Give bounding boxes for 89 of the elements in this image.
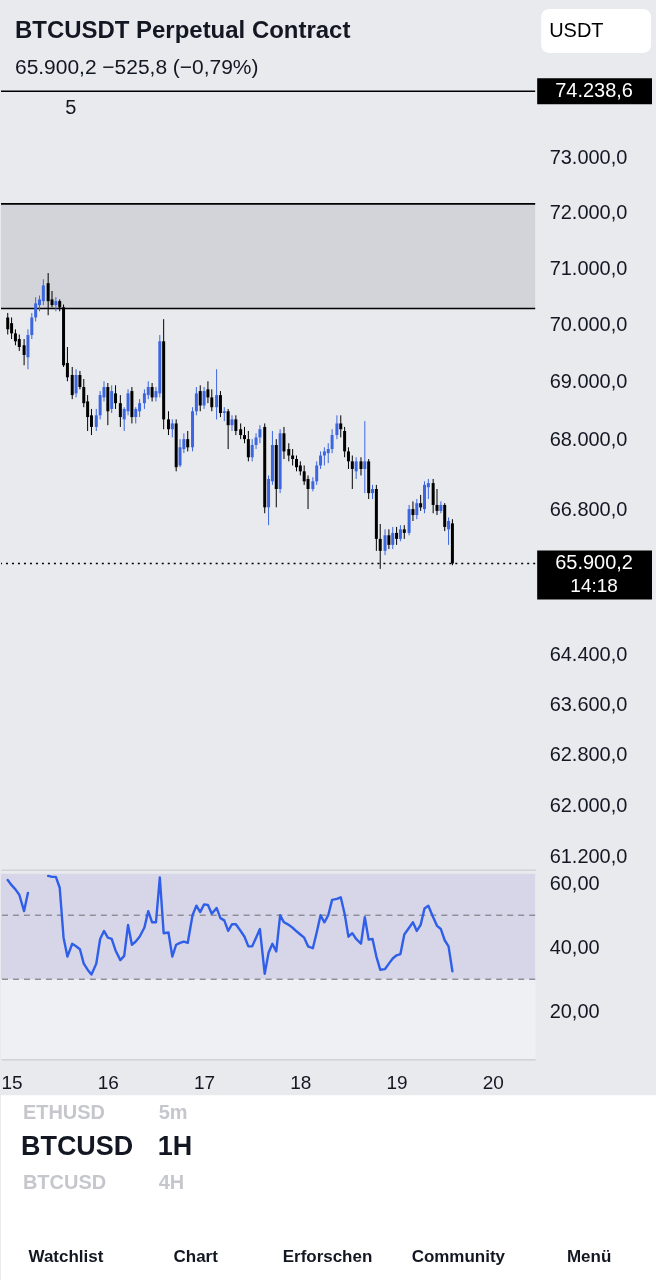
text: Menü xyxy=(566,1247,612,1267)
ref-line-label: 74.238,6 xyxy=(555,79,633,102)
candlestick xyxy=(198,384,202,412)
candlestick xyxy=(443,502,447,532)
y-tick-label: 63.600,0 xyxy=(549,692,628,715)
text: 1H xyxy=(157,1131,193,1162)
candlestick xyxy=(383,528,387,556)
candlestick xyxy=(407,504,411,536)
candlestick xyxy=(246,430,250,462)
candlestick xyxy=(306,474,310,510)
candlestick xyxy=(322,446,326,466)
y-tick-label: 71.000,0 xyxy=(549,256,628,279)
candlestick xyxy=(118,394,122,428)
candlestick xyxy=(359,456,363,476)
x-tick-label: 16 xyxy=(97,1071,119,1093)
candlestick xyxy=(54,296,58,312)
candlestick xyxy=(126,388,130,416)
y-tick-label: 64.400,0 xyxy=(549,643,628,666)
candlestick xyxy=(431,478,435,514)
text: Watchlist xyxy=(28,1247,104,1267)
y-tick-label: 40,00 xyxy=(549,935,600,958)
candlestick xyxy=(330,428,334,454)
y-tick-label: 73.000,0 xyxy=(549,146,628,169)
candlestick xyxy=(142,388,146,410)
text: BTCUSDT Perpetual Contract xyxy=(14,15,351,43)
text: BTCUSD xyxy=(22,1171,107,1194)
x-tick-label: 19 xyxy=(386,1071,408,1093)
y-tick-label: 66.800,0 xyxy=(549,498,628,521)
y-tick-label: 20,00 xyxy=(549,999,600,1022)
candlestick xyxy=(170,418,174,438)
text: 65.900,2 −525,8 (−0,79%) xyxy=(14,54,259,78)
candlestick xyxy=(315,460,319,486)
candlestick xyxy=(335,414,339,440)
y-tick-label: 60,00 xyxy=(549,871,600,894)
candlestick xyxy=(114,384,118,410)
x-tick-label: 18 xyxy=(290,1071,312,1093)
candlestick xyxy=(206,380,210,404)
ref-line-label: 65.900,2 xyxy=(555,551,633,574)
text: ETHUSD xyxy=(22,1101,106,1124)
candlestick xyxy=(230,414,234,432)
candlestick xyxy=(41,278,45,306)
candlestick xyxy=(282,426,286,460)
candlestick xyxy=(186,430,190,452)
candlestick xyxy=(387,528,391,550)
candlestick xyxy=(439,500,443,514)
text: Erforschen xyxy=(282,1247,373,1267)
candlestick xyxy=(339,414,343,438)
candlestick xyxy=(226,408,230,450)
candlestick xyxy=(391,526,395,550)
candlestick xyxy=(411,500,415,522)
x-tick-label: 17 xyxy=(194,1071,216,1093)
x-tick-label: 15 xyxy=(1,1071,23,1093)
candlestick xyxy=(150,382,154,402)
candlestick xyxy=(6,312,10,335)
candlestick xyxy=(215,368,219,420)
text: Chart xyxy=(173,1247,219,1267)
text: BTCUSD xyxy=(20,1131,134,1162)
candlestick xyxy=(10,316,14,340)
x-tick-label: 20 xyxy=(482,1071,504,1093)
candlestick xyxy=(447,516,451,546)
candlestick xyxy=(415,498,419,520)
candlestick xyxy=(354,456,358,480)
candlestick xyxy=(166,410,170,436)
candlestick xyxy=(363,420,367,494)
y-tick-label: 68.000,0 xyxy=(549,427,628,450)
candlestick xyxy=(346,446,350,470)
candlestick xyxy=(74,368,78,398)
text: Community xyxy=(411,1247,506,1267)
candlestick xyxy=(194,386,198,416)
candlestick xyxy=(110,384,114,414)
y-tick-label: 62.800,0 xyxy=(549,742,628,765)
y-tick-label: 72.000,0 xyxy=(549,201,628,224)
candlestick xyxy=(22,338,26,366)
y-tick-label: 62.000,0 xyxy=(549,793,628,816)
candlestick xyxy=(343,426,347,458)
annotation: 5 xyxy=(65,95,77,118)
candlestick xyxy=(234,414,238,436)
text: 4H xyxy=(158,1171,185,1194)
candlestick xyxy=(70,366,74,400)
y-tick-label: 69.000,0 xyxy=(549,369,628,392)
y-tick-label: 61.200,0 xyxy=(549,845,628,868)
text: 5m xyxy=(158,1101,188,1124)
text: USDT xyxy=(549,18,604,41)
y-tick-label: 70.000,0 xyxy=(549,312,628,335)
candlestick xyxy=(202,386,206,410)
candlestick xyxy=(287,442,291,462)
text: 14:18 xyxy=(570,575,618,597)
candlestick xyxy=(350,455,354,490)
candlestick xyxy=(218,390,222,418)
